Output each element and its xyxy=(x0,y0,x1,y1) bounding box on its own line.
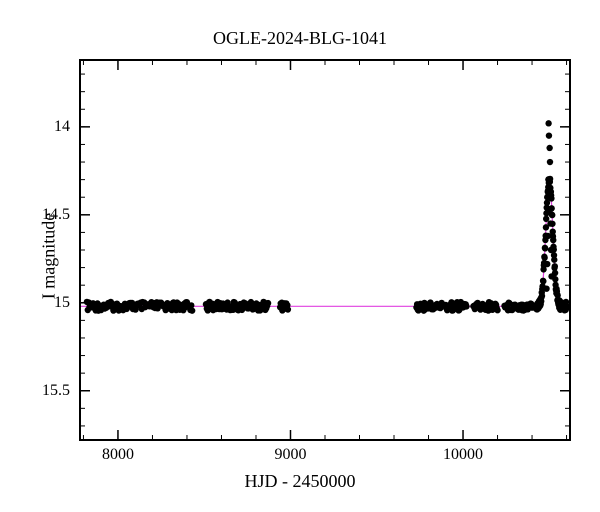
y-tick-label: 14.5 xyxy=(0,206,70,224)
y-tick-label: 15 xyxy=(0,294,70,312)
x-tick-label: 9000 xyxy=(274,446,306,464)
y-tick-label: 14 xyxy=(0,118,70,136)
plot-svg xyxy=(0,0,600,512)
x-tick-label: 10000 xyxy=(443,446,483,464)
y-tick-label: 15.5 xyxy=(0,382,70,400)
x-tick-label: 8000 xyxy=(102,446,134,464)
lightcurve-chart: OGLE-2024-BLG-1041 I magnitude HJD - 245… xyxy=(0,0,600,512)
